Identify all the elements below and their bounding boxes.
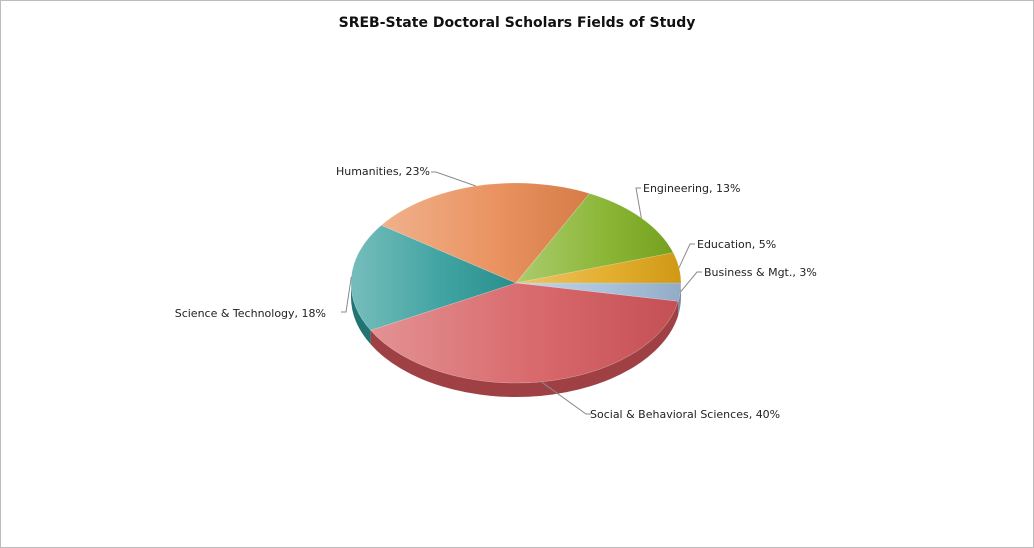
chart-title: SREB-State Doctoral Scholars Fields of S… [338,15,696,31]
leader-line-business-mgt [679,271,702,293]
pie-slice-engineering[interactable] [515,193,674,284]
leader-line-science-technology [341,276,352,313]
slice-label-education: Education, 5% [697,238,776,251]
pie-side-business-mgt [678,283,681,316]
pie-side-science-technology [351,283,371,345]
slice-label-social-behavioral-sciences: Social & Behavioral Sciences, 40% [590,408,780,421]
slice-label-humanities: Humanities, 23% [336,165,430,178]
pie-side-social-behavioral-sciences [370,301,679,397]
slice-label-science-technology: Science & Technology, 18% [175,307,326,320]
slice-label-business-mgt: Business & Mgt., 3% [704,266,817,279]
pie-slice-humanities[interactable] [380,182,591,284]
slice-label-engineering: Engineering, 13% [643,182,740,195]
pie-slice-education[interactable] [515,252,682,284]
leader-line-engineering [635,187,642,219]
leader-line-education [678,243,695,268]
leader-line-social-behavioral-sciences [541,381,591,415]
pie-slice-science-technology[interactable] [350,224,517,331]
leader-line-humanities [431,171,476,187]
